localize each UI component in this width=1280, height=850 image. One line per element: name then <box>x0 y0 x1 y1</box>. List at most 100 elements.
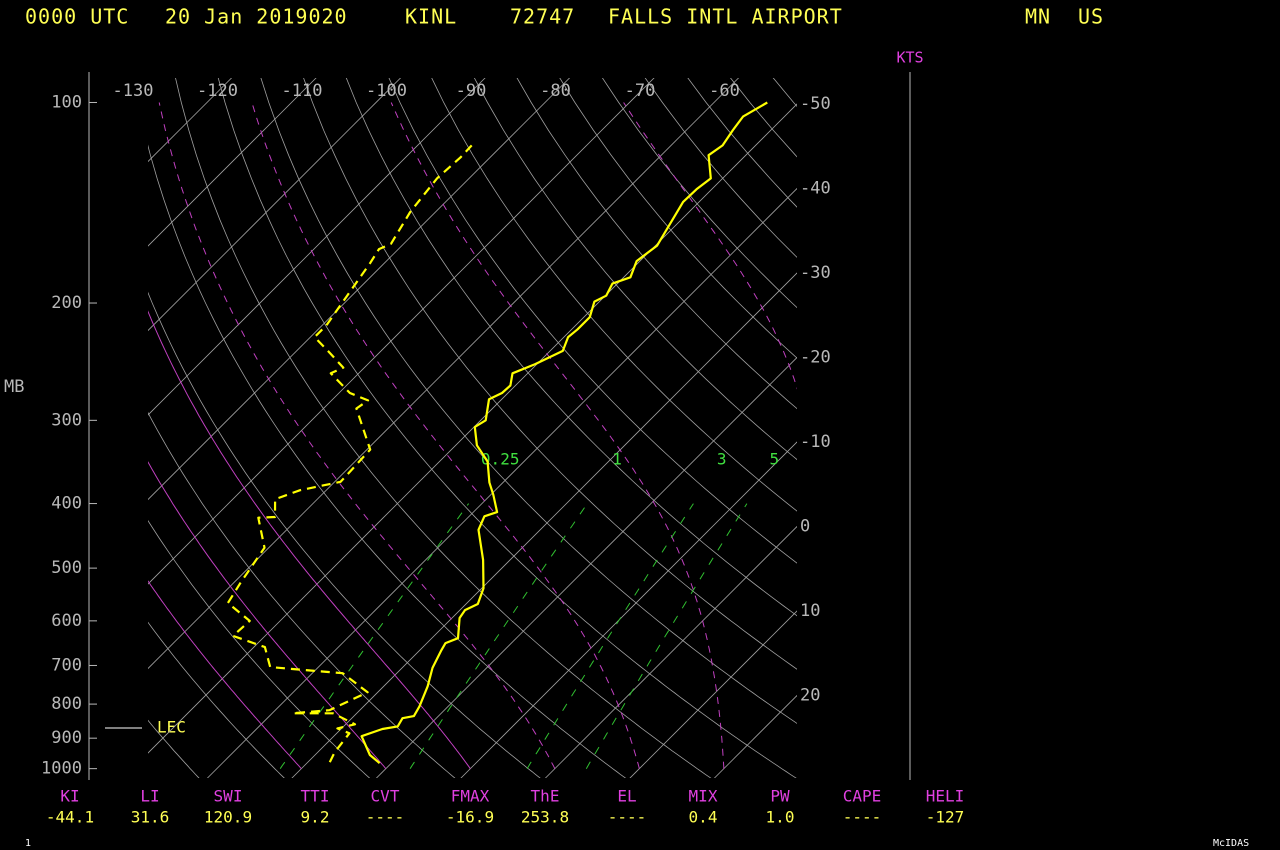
index-label: SWI <box>214 787 243 806</box>
isotherm-label: -30 <box>800 263 831 283</box>
index-value: -44.1 <box>46 808 94 827</box>
index-value: 120.9 <box>204 808 252 827</box>
isotherm <box>148 78 486 416</box>
legend-label: LEC <box>157 718 186 737</box>
index-label: CAPE <box>843 787 882 806</box>
index-value: 0.4 <box>689 808 718 827</box>
index-label: ThE <box>531 787 560 806</box>
header-station-number: 72747 <box>510 5 575 29</box>
isotherm <box>460 441 797 778</box>
background-lines <box>148 78 797 778</box>
index-value: ---- <box>608 808 647 827</box>
isotherm <box>206 187 797 778</box>
y-axis-label: MB <box>4 377 24 397</box>
y-tick-label: 200 <box>51 293 82 313</box>
header-state: MN <box>1025 5 1051 29</box>
isotherm-label: -40 <box>800 179 831 199</box>
moist-adiabat <box>623 102 797 390</box>
mixing-ratio-line <box>279 503 470 769</box>
header-date: 20 Jan 2019020 <box>165 5 348 29</box>
header-time: 0000 UTC <box>25 5 129 29</box>
isotherm <box>375 356 797 778</box>
isotherm-label: -100 <box>366 81 407 101</box>
isotherm-label: -120 <box>197 81 238 101</box>
isotherm-label: -90 <box>456 81 487 101</box>
index-value: 31.6 <box>131 808 170 827</box>
index-label: HELI <box>926 787 965 806</box>
y-tick-label: 1000 <box>41 759 82 779</box>
y-tick-label: 500 <box>51 558 82 578</box>
y-tick-label: 100 <box>51 92 82 112</box>
dry-adiabat <box>303 78 797 670</box>
y-tick-label: 600 <box>51 611 82 631</box>
dry-adiabat <box>175 78 712 778</box>
dry-adiabat <box>148 291 541 778</box>
isotherm-label: -60 <box>709 81 740 101</box>
isotherm <box>291 272 797 778</box>
isotherm <box>148 78 402 332</box>
isotherm-label: -110 <box>282 81 323 101</box>
index-value: 1.0 <box>766 808 795 827</box>
isotherm-label: -10 <box>800 432 831 452</box>
dry-adiabat <box>148 411 456 778</box>
dry-adiabat <box>148 719 200 778</box>
header-station-name: FALLS INTL AIRPORT <box>608 5 843 29</box>
y-tick-label: 400 <box>51 494 82 514</box>
isotherm <box>544 525 797 778</box>
index-value: -127 <box>926 808 965 827</box>
isotherm <box>148 103 797 754</box>
isotherm <box>148 78 740 670</box>
isotherm <box>148 78 571 501</box>
index-label: TTI <box>301 787 330 806</box>
header-country: US <box>1078 5 1104 29</box>
index-label: KI <box>60 787 79 806</box>
wind-label: KTS <box>896 49 923 67</box>
temperature-line <box>360 101 768 764</box>
y-tick-label: 300 <box>51 410 82 430</box>
moist-adiabat <box>148 461 387 770</box>
index-value: 9.2 <box>301 808 330 827</box>
dry-adiabat <box>345 78 797 617</box>
footer-software: McIDAS <box>1213 838 1249 849</box>
mixing-ratio-label: 3 <box>717 450 727 469</box>
index-label: FMAX <box>451 787 490 806</box>
moist-adiabat <box>390 102 725 769</box>
dry-adiabat <box>260 78 797 724</box>
index-label: CVT <box>371 787 400 806</box>
mixing-ratio-line <box>409 503 588 769</box>
mixing-ratio-label: 5 <box>769 450 779 469</box>
moist-adiabat <box>158 102 556 769</box>
y-tick-label: 900 <box>51 728 82 748</box>
isotherm-label: 0 <box>800 517 810 537</box>
dry-adiabat <box>217 78 797 778</box>
mixing-ratio-line <box>585 503 748 769</box>
index-value: 253.8 <box>521 808 569 827</box>
isotherm-label: -50 <box>800 94 831 114</box>
index-label: LI <box>140 787 159 806</box>
dry-adiabat <box>148 621 285 778</box>
isotherm-label: -130 <box>113 81 154 101</box>
index-value: ---- <box>843 808 882 827</box>
mixing-ratio-label: 0.25 <box>481 450 520 469</box>
index-value: -16.9 <box>446 808 494 827</box>
isotherm-label: 20 <box>800 686 820 706</box>
index-label: EL <box>617 787 636 806</box>
footer-frame: 1 <box>25 838 31 849</box>
moist-adiabat <box>148 580 302 770</box>
isotherm-label: -70 <box>625 81 656 101</box>
dry-adiabat <box>148 520 371 778</box>
moist-adiabat <box>148 310 471 769</box>
dry-adiabat <box>516 78 797 410</box>
isotherm-label: 10 <box>800 601 820 621</box>
dry-adiabat <box>388 78 797 564</box>
mixing-ratio-label: 1 <box>612 450 622 469</box>
index-label: MIX <box>689 787 718 806</box>
header-station-id: KINL <box>405 5 457 29</box>
dewpoint-line <box>226 144 473 763</box>
isotherm <box>148 78 655 585</box>
dry-adiabat <box>431 78 797 512</box>
y-tick-label: 700 <box>51 655 82 675</box>
mixing-ratio-line <box>526 503 694 769</box>
